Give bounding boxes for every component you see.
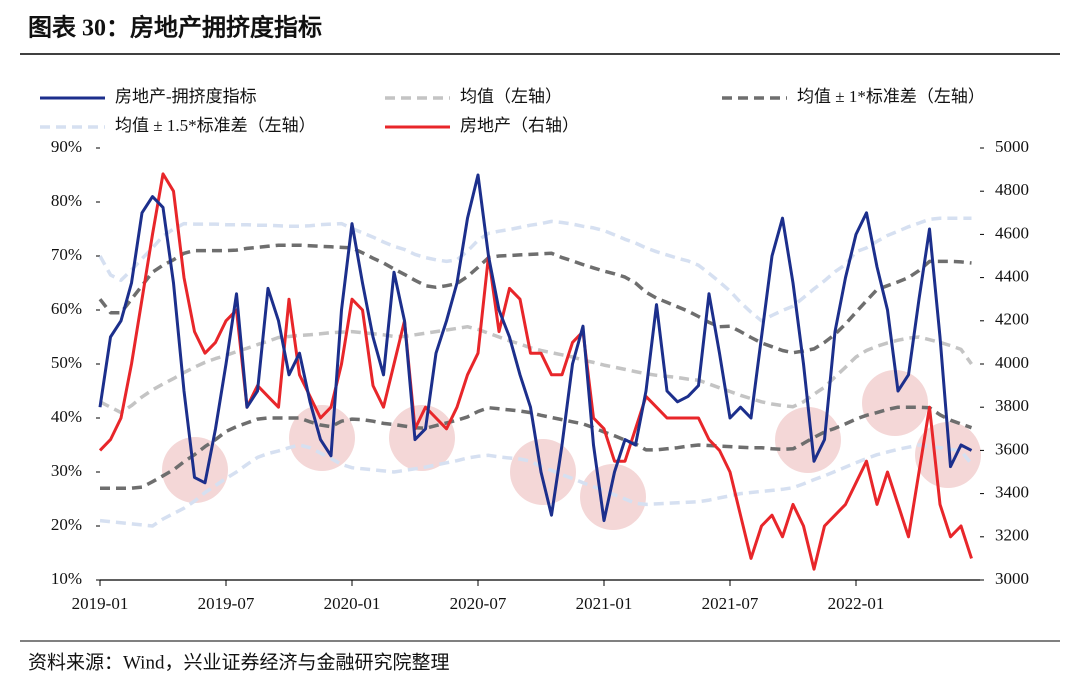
series-line [100, 405, 973, 490]
source-note: 资料来源：Wind，兴业证券经济与金融研究院整理 [28, 651, 449, 673]
y-tick-label: 40% [51, 407, 82, 426]
legend-label: 均值 ± 1.5*标准差（左轴） [115, 116, 316, 135]
y-tick-label: 70% [51, 245, 82, 264]
x-tick-label: 2019-07 [198, 594, 255, 613]
legend-label: 房地产（右轴） [460, 116, 579, 135]
y2-tick-label: 3200 [995, 526, 1029, 545]
highlight-circles [162, 370, 981, 530]
y-tick-label: 10% [51, 569, 82, 588]
y2-tick-label: 3600 [995, 439, 1029, 458]
y-tick-label: 20% [51, 515, 82, 534]
highlight-circle [862, 370, 928, 436]
series-line [99, 324, 973, 415]
y2-tick-label: 4600 [995, 223, 1029, 242]
y-tick-label: 50% [51, 353, 82, 372]
x-tick-label: 2021-07 [702, 594, 759, 613]
series-line [98, 216, 972, 323]
y-tick-label: 30% [51, 461, 82, 480]
x-tick-label: 2020-07 [450, 594, 507, 613]
series-line [98, 173, 973, 523]
x-tick-label: 2021-01 [576, 594, 633, 613]
y2-tick-label: 4200 [995, 310, 1029, 329]
y2-tick-label: 3400 [995, 483, 1029, 502]
y2-tick-label: 3000 [995, 569, 1029, 588]
y-tick-label: 60% [51, 299, 82, 318]
legend-label: 均值（左轴） [460, 87, 562, 106]
highlight-circle [510, 439, 576, 505]
chart-title: 图表 30：房地产拥挤度指标 [28, 14, 322, 42]
series-line [99, 443, 973, 528]
highlight-circle [580, 464, 646, 530]
y2-tick-label: 3800 [995, 396, 1029, 415]
legend-label: 房地产-拥挤度指标 [115, 87, 257, 106]
legend-label: 均值 ± 1*标准差（左轴） [797, 87, 985, 106]
y-tick-label: 80% [51, 191, 82, 210]
y2-tick-label: 4400 [995, 267, 1029, 286]
y-tick-label: 90% [51, 137, 82, 156]
x-tick-label: 2020-01 [324, 594, 381, 613]
y2-tick-label: 5000 [995, 137, 1029, 156]
x-tick-label: 2022-01 [828, 594, 885, 613]
y2-tick-label: 4000 [995, 353, 1029, 372]
x-tick-label: 2019-01 [72, 594, 129, 613]
y2-tick-label: 4800 [995, 180, 1029, 199]
series-line [98, 243, 972, 355]
